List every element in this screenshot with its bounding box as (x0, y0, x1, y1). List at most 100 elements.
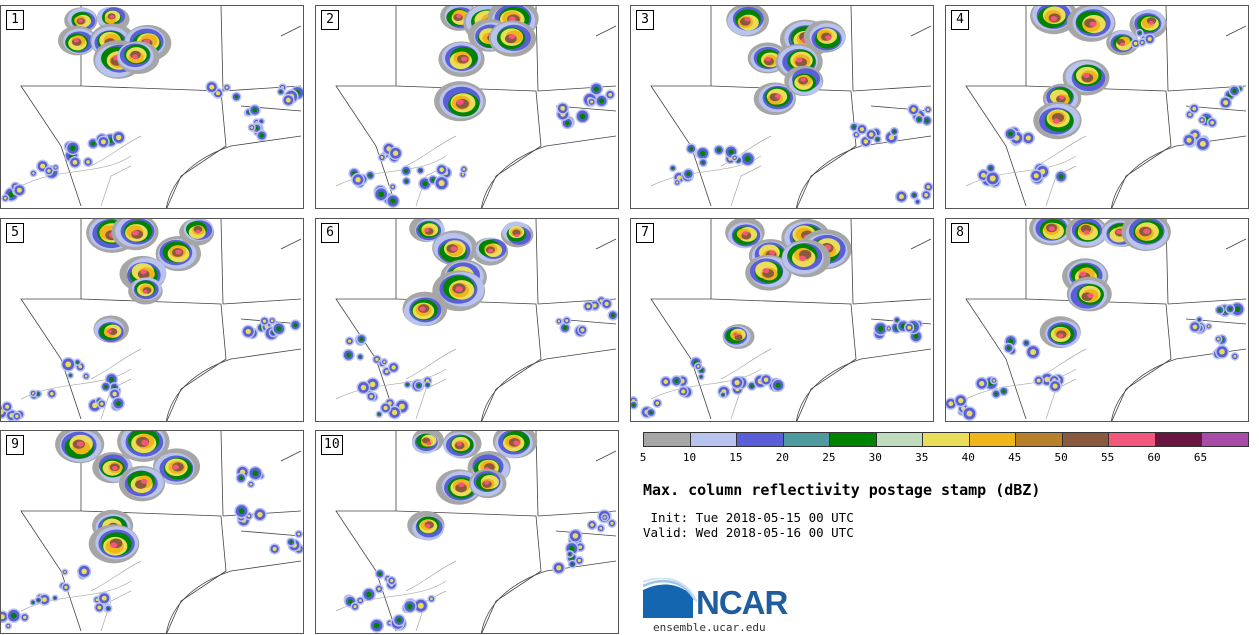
storm-cell (1033, 101, 1082, 140)
stamp-panel-5: 5 (0, 218, 304, 422)
panel-number-label: 10 (321, 435, 343, 455)
storm-cell (1030, 6, 1078, 35)
stamp-panel-3: 3 (630, 5, 934, 209)
colorbar-tick: 25 (822, 451, 836, 464)
reflectivity-map (965, 6, 1247, 208)
stamp-panel-4: 4 (945, 5, 1249, 209)
init-time: Init: Tue 2018-05-15 00 UTC (643, 510, 854, 525)
storm-cell (726, 6, 769, 37)
panel-number-label: 5 (6, 223, 24, 243)
colorbar-tick: 15 (729, 451, 743, 464)
reflectivity-map (1, 219, 302, 421)
storm-cell (411, 431, 444, 454)
valid-time: Valid: Wed 2018-05-16 00 UTC (643, 525, 854, 540)
stamp-panel-2: 2 (315, 5, 619, 209)
colorbar-swatch (644, 433, 691, 446)
colorbar-swatch (690, 433, 738, 446)
storm-cell (116, 41, 160, 75)
scattered-echoes (631, 316, 923, 419)
storm-cell (722, 324, 755, 349)
storm-cell (155, 236, 202, 272)
storm-cell (179, 219, 215, 246)
storm-cells (57, 6, 172, 79)
ncar-logo-text: NCAR (696, 584, 788, 621)
storm-cells (1030, 6, 1167, 140)
panel-number-label: 9 (6, 435, 24, 455)
storm-cell (111, 219, 159, 251)
storm-cells (407, 431, 538, 541)
colorbar-swatch (1202, 433, 1248, 446)
storm-cell (1066, 276, 1112, 312)
storm-cell (468, 468, 507, 499)
colorbar-tick: 45 (1008, 451, 1022, 464)
storm-cell (1062, 59, 1110, 96)
storm-cells (434, 6, 539, 122)
storm-cells (722, 219, 852, 349)
stamp-panel-8: 8 (945, 218, 1249, 422)
scattered-echoes (348, 82, 616, 208)
panel-number-label: 8 (951, 223, 969, 243)
panel-number-label: 1 (6, 10, 24, 30)
storm-cell (88, 524, 140, 564)
panel-number-label: 7 (636, 223, 654, 243)
storm-cell (438, 41, 485, 77)
stamp-panel-1: 1 (0, 5, 304, 209)
storm-cell (1029, 219, 1074, 246)
colorbar-swatch (969, 433, 1017, 446)
storm-cells (1029, 219, 1171, 349)
colorbar-swatch (1109, 433, 1156, 446)
colorbar-tick: 10 (682, 451, 697, 464)
panel-number-label: 2 (321, 10, 339, 30)
colorbar-swatch (830, 433, 877, 446)
storm-cell (1129, 9, 1167, 40)
scattered-echoes (1, 465, 303, 630)
storm-cell (725, 219, 765, 249)
colorbar-tick: 65 (1193, 451, 1208, 464)
colorbar-tick: 55 (1100, 451, 1115, 464)
ensemble-url: ensemble.ucar.edu (653, 621, 766, 634)
scattered-echoes (946, 301, 1245, 421)
storm-cell (492, 431, 538, 459)
stamp-panel-9: 9 (0, 430, 304, 634)
storm-cell (118, 465, 165, 502)
storm-cell (432, 230, 478, 266)
colorbar-swatch (876, 433, 924, 446)
panel-number-label: 4 (951, 10, 969, 30)
stamp-panel-7: 7 (630, 218, 934, 422)
river-lines (20, 135, 142, 207)
colorbar-tick: 5 (639, 451, 647, 464)
storm-cells (402, 219, 534, 327)
storm-cell (402, 291, 448, 327)
storm-cell (471, 237, 509, 266)
panel-number-label: 3 (636, 10, 654, 30)
river-lines (335, 348, 457, 420)
storm-cell (153, 448, 201, 485)
colorbar-tick: 35 (915, 451, 929, 464)
storm-cell (500, 221, 534, 248)
reflectivity-map (946, 219, 1247, 421)
colorbar-swatch (737, 433, 784, 446)
scattered-echoes (343, 509, 617, 633)
storm-cell (745, 254, 792, 291)
river-lines (20, 348, 142, 420)
colorbar-tick: 40 (961, 451, 975, 464)
storm-cell (753, 82, 796, 116)
reflectivity-map (631, 219, 932, 421)
reflectivity-map (335, 6, 617, 208)
storm-cell (407, 510, 445, 541)
storm-cell (488, 20, 537, 57)
plot-title: Max. column reflectivity postage stamp (… (643, 481, 1041, 499)
colorbar-swatch (923, 433, 970, 446)
colorbar-swatch (1062, 433, 1110, 446)
reflectivity-map (335, 431, 617, 633)
storm-cell (128, 277, 163, 305)
storm-cell (434, 81, 486, 122)
colorbar-swatch (783, 433, 831, 446)
storm-cell (1106, 29, 1139, 56)
scattered-echoes (977, 28, 1244, 189)
storm-cell (1066, 6, 1116, 42)
scattered-echoes (342, 295, 618, 420)
scattered-echoes (668, 103, 933, 206)
storm-cell (432, 270, 486, 312)
storm-cells (726, 6, 846, 116)
